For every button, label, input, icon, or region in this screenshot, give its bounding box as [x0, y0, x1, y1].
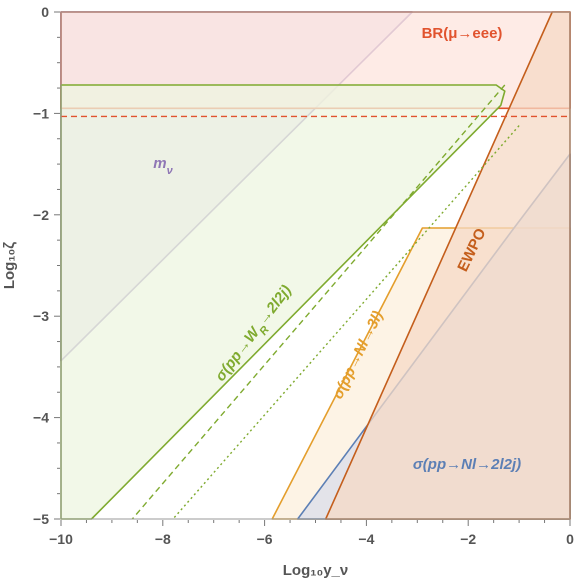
y-tick-label: 0: [41, 4, 49, 20]
ticks-layer: −10 −8 −6 −4 −2 0−5−4−3−2−10: [33, 4, 574, 547]
y-tick-label: −4: [33, 410, 49, 426]
x-tick-label: −8: [155, 531, 171, 547]
y-tick-label: −5: [33, 511, 49, 527]
region-sigma-pp-to-w-r-2l2j-dashed-boundary: [131, 84, 506, 520]
y-tick-label: −3: [33, 308, 49, 324]
x-tick-label: 0: [566, 531, 574, 547]
x-tick-label: −6: [257, 531, 273, 547]
y-axis-title: Log₁₀ζ: [1, 242, 18, 289]
region-label: mν: [153, 155, 173, 177]
x-tick-label: −4: [358, 531, 374, 547]
x-tick-label: −10: [49, 531, 73, 547]
x-tick-label: −2: [460, 531, 476, 547]
region-sigma-pp-to-w-r-2l2j-dotted-boundary: [172, 125, 520, 520]
region-label: σ(pp→Nl→2l2j): [413, 456, 521, 473]
boundaries-layer: [61, 84, 570, 520]
y-tick-label: −2: [33, 207, 49, 223]
regions-layer: [60, 11, 571, 520]
plot-frame: [60, 11, 571, 520]
y-tick-label: −1: [33, 105, 49, 121]
x-axis-title: Log₁₀y_ν: [283, 562, 348, 579]
region-label: BR(μ→eee): [422, 25, 503, 42]
